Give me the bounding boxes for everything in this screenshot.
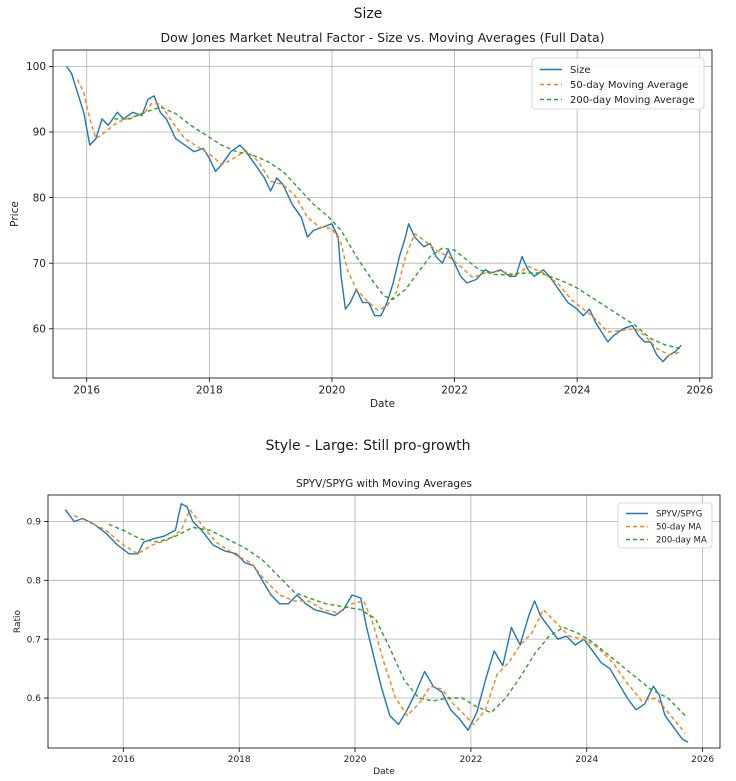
- chart2-legend-box: [617, 502, 713, 549]
- chart2-ytick-label-3: 0.9: [27, 518, 42, 528]
- chart2-xtick-label-3: 2022: [459, 755, 482, 765]
- chart2-series-2-line: [108, 523, 686, 717]
- chart1-frame: [52, 49, 713, 379]
- chart1-title: Dow Jones Market Neutral Factor - Size v…: [160, 30, 604, 45]
- chart1-legend-label-2: 200-day Moving Average: [570, 95, 695, 106]
- section-title-size: Size: [353, 6, 383, 22]
- chart2-legend-label-0: SPYV/SPYG: [656, 510, 702, 520]
- chart1-legend-box: [531, 57, 705, 110]
- chart1-xtick-label-2: 2020: [319, 385, 346, 397]
- chart2-ytick-label-0: 0.6: [27, 694, 42, 704]
- chart1-legend-label-1: 50-day Moving Average: [570, 80, 688, 91]
- chart1-ytick-label-2: 80: [33, 192, 46, 204]
- chart2-series-0-line: [64, 503, 689, 743]
- chart2-frame: [47, 494, 721, 749]
- chart1-ytick-label-4: 100: [26, 61, 46, 73]
- chart-size-svg: Dow Jones Market Neutral Factor - Size v…: [9, 30, 713, 410]
- chart1-xtick-label-4: 2024: [564, 385, 591, 397]
- chart1-legend-label-0: Size: [570, 65, 591, 76]
- chart2-legend-label-2: 200-day MA: [656, 536, 707, 546]
- chart1-ytick-label-0: 60: [33, 323, 46, 335]
- chart2-title: SPYV/SPYG with Moving Averages: [296, 478, 472, 490]
- chart2-legend-label-1: 50-day MA: [656, 523, 702, 533]
- chart1-ytick-label-3: 90: [33, 127, 46, 139]
- chart2-ytick-label-2: 0.8: [27, 576, 42, 586]
- chart-size: Dow Jones Market Neutral Factor - Size v…: [0, 30, 736, 417]
- chart1-xtick-label-1: 2018: [196, 385, 223, 397]
- chart2-ylabel: Ratio: [13, 609, 23, 633]
- chart2-xtick-label-4: 2024: [575, 755, 598, 765]
- chart1-xtick-label-0: 2016: [73, 385, 100, 397]
- chart2-xtick-label-5: 2026: [691, 755, 714, 765]
- chart-style: SPYV/SPYG with Moving Averages 2016 2018 20…: [0, 476, 736, 781]
- chart1-ytick-label-1: 70: [33, 258, 46, 270]
- chart-style-svg: SPYV/SPYG with Moving Averages 2016 2018 20…: [13, 478, 721, 777]
- chart2-xlabel: Date: [373, 767, 395, 776]
- chart1-series-0-line: [65, 65, 682, 363]
- chart2-xtick-label-1: 2018: [228, 755, 251, 765]
- chart2-series-1-line: [73, 509, 686, 734]
- chart2-xtick-label-0: 2016: [112, 755, 135, 765]
- chart1-xtick-label-3: 2022: [441, 385, 468, 397]
- chart2-xtick-label-2: 2020: [344, 755, 367, 765]
- chart1-xtick-label-5: 2026: [686, 385, 713, 397]
- chart1-xlabel: Date: [370, 398, 395, 410]
- chart1-series-1-line: [76, 79, 682, 356]
- chart1-series-2-line: [114, 106, 682, 350]
- chart1-ylabel: Price: [9, 201, 21, 227]
- chart1-legend: Size 50-day Moving Average 200-day Moving …: [531, 57, 705, 110]
- chart2-ytick-label-1: 0.7: [27, 635, 41, 645]
- section-title-style: Style - Large: Still pro-growth: [265, 438, 471, 454]
- chart2-legend: SPYV/SPYG 50-day MA 200-day MA: [617, 502, 713, 549]
